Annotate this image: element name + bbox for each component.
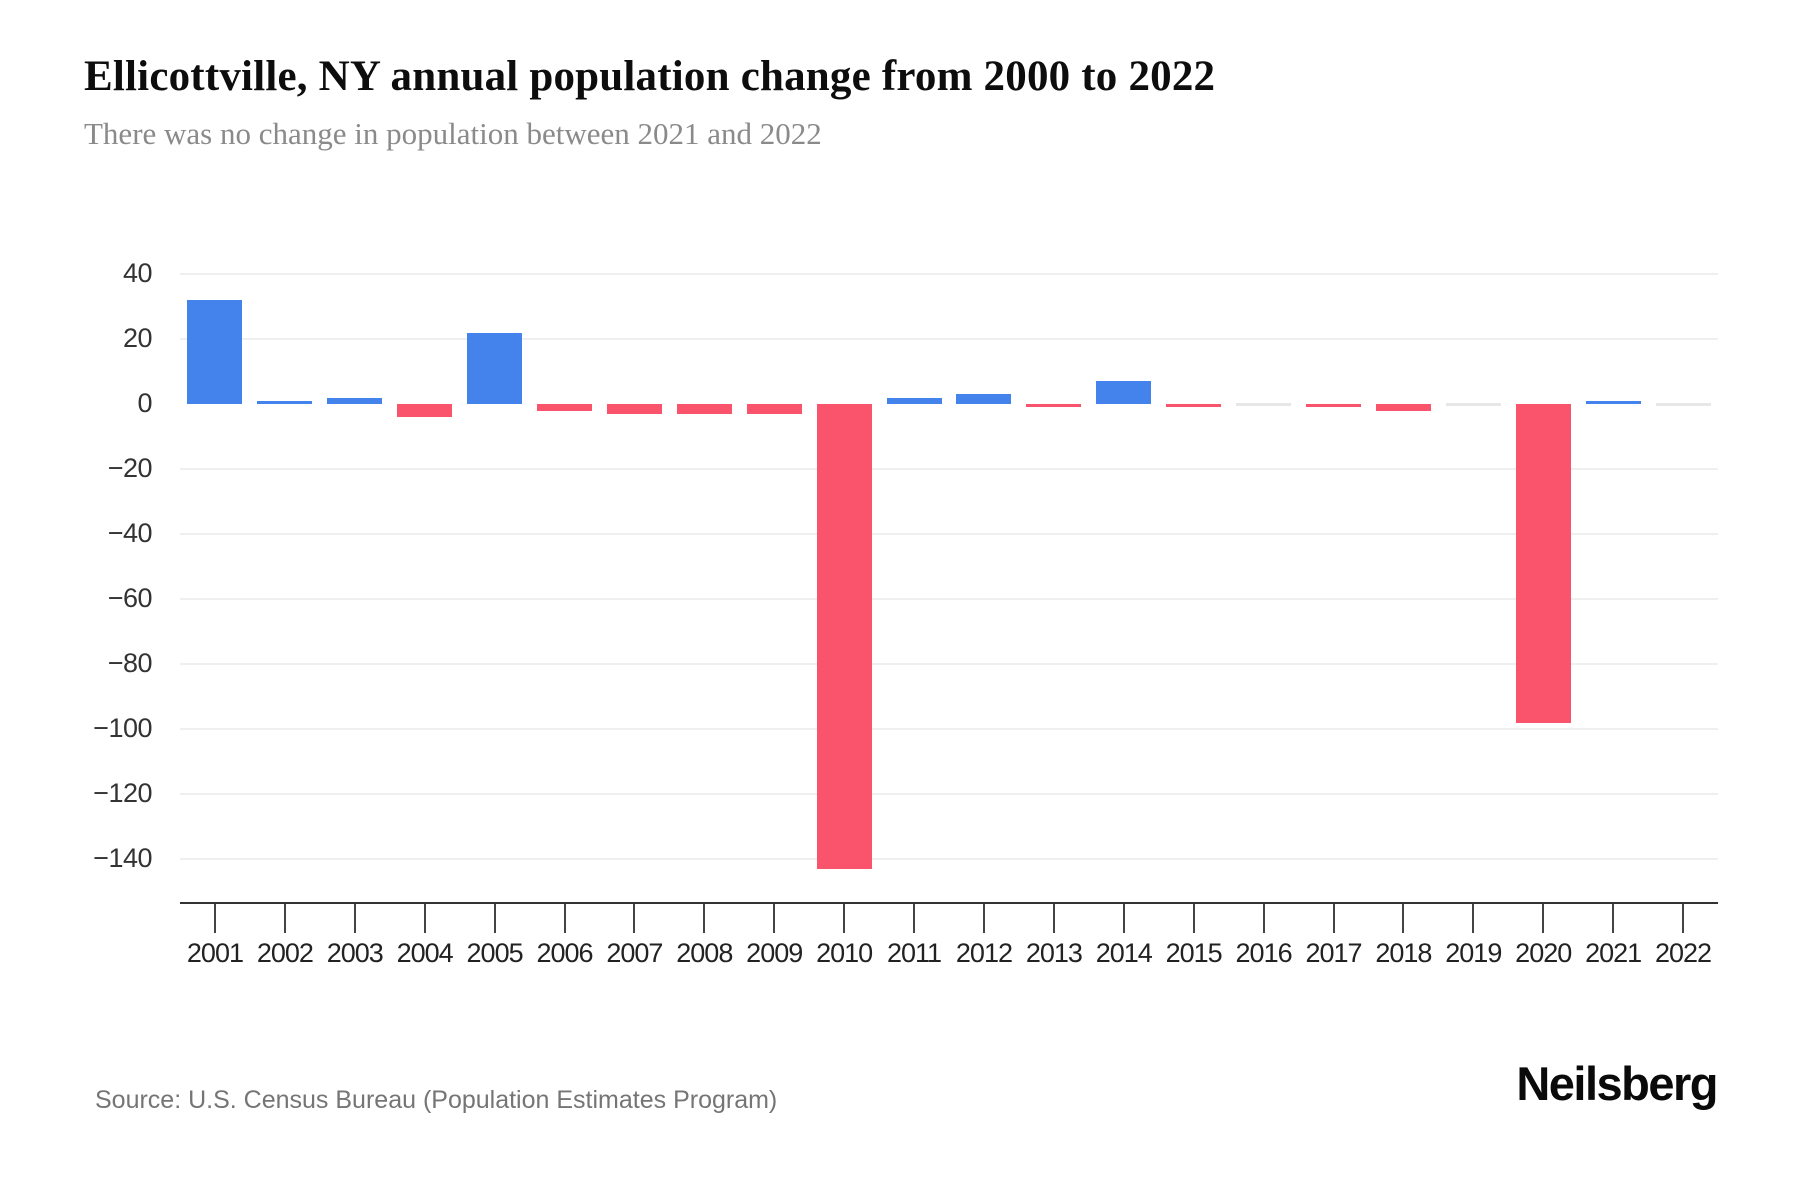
bar-2019[interactable] bbox=[1445, 402, 1501, 406]
y-axis-label--120: −120 bbox=[93, 778, 152, 808]
y-axis-label--100: −100 bbox=[93, 713, 152, 743]
x-axis-label-2014: 2014 bbox=[1095, 938, 1153, 968]
y-axis-label--80: −80 bbox=[107, 648, 153, 678]
x-axis-tick-2003 bbox=[353, 904, 356, 933]
x-axis-tick-2020 bbox=[1542, 904, 1545, 933]
y-axis-label-40: 40 bbox=[122, 258, 153, 288]
bar-2016[interactable] bbox=[1236, 402, 1292, 406]
x-axis-label-2013: 2013 bbox=[1025, 938, 1083, 968]
x-axis-tick-2004 bbox=[423, 904, 426, 933]
x-axis-label-2004: 2004 bbox=[396, 938, 454, 968]
bar-2022[interactable] bbox=[1655, 402, 1711, 406]
x-axis-tick-2001 bbox=[213, 904, 216, 933]
gridline-20 bbox=[180, 338, 1718, 340]
y-axis-label--20: −20 bbox=[107, 453, 153, 483]
x-axis-tick-2016 bbox=[1262, 904, 1265, 933]
x-axis-tick-2011 bbox=[913, 904, 916, 933]
x-axis-label-2001: 2001 bbox=[186, 938, 244, 968]
bar-2001[interactable] bbox=[187, 300, 243, 404]
x-axis-label-2002: 2002 bbox=[256, 938, 314, 968]
x-axis-label-2012: 2012 bbox=[955, 938, 1013, 968]
gridline--60 bbox=[180, 598, 1718, 600]
x-axis-tick-2012 bbox=[982, 904, 985, 933]
gridline--100 bbox=[180, 728, 1718, 730]
x-axis-label-2017: 2017 bbox=[1305, 938, 1362, 968]
bar-2015[interactable] bbox=[1166, 404, 1222, 408]
x-axis-label-2019: 2019 bbox=[1445, 938, 1502, 968]
x-axis-label-2015: 2015 bbox=[1165, 938, 1223, 968]
bar-2004[interactable] bbox=[397, 404, 453, 417]
x-axis-label-2022: 2022 bbox=[1654, 938, 1712, 968]
x-axis-tick-2019 bbox=[1472, 904, 1475, 933]
chart-title: Ellicottville, NY annual population chan… bbox=[84, 53, 1216, 100]
bar-2012[interactable] bbox=[956, 394, 1012, 404]
x-axis-label-2007: 2007 bbox=[606, 938, 663, 968]
bar-2017[interactable] bbox=[1306, 404, 1361, 408]
bar-2011[interactable] bbox=[886, 397, 942, 404]
bar-2014[interactable] bbox=[1096, 381, 1152, 404]
x-axis-tick-2007 bbox=[633, 904, 636, 933]
bar-2018[interactable] bbox=[1375, 404, 1431, 411]
bar-2013[interactable] bbox=[1026, 404, 1082, 408]
x-axis-tick-2008 bbox=[703, 904, 706, 933]
bar-2003[interactable] bbox=[327, 397, 383, 404]
x-axis-label-2009: 2009 bbox=[746, 938, 803, 968]
bar-2010[interactable] bbox=[816, 404, 872, 869]
gridline--120 bbox=[180, 793, 1718, 795]
x-axis-line bbox=[180, 902, 1718, 904]
chart-subtitle: There was no change in population betwee… bbox=[84, 116, 822, 151]
x-axis-label-2008: 2008 bbox=[676, 938, 733, 968]
x-axis-label-2016: 2016 bbox=[1235, 938, 1293, 968]
bar-2021[interactable] bbox=[1585, 400, 1641, 404]
brand-logo: Neilsberg bbox=[1516, 1057, 1718, 1110]
x-axis-tick-2022 bbox=[1682, 904, 1685, 933]
x-axis-tick-2005 bbox=[493, 904, 496, 933]
y-axis-label--40: −40 bbox=[107, 518, 153, 548]
x-axis-label-2006: 2006 bbox=[536, 938, 593, 968]
x-axis-label-2020: 2020 bbox=[1515, 938, 1572, 968]
x-axis-tick-2013 bbox=[1052, 904, 1055, 933]
source-note: Source: U.S. Census Bureau (Population E… bbox=[95, 1086, 778, 1114]
gridline--20 bbox=[180, 468, 1718, 470]
x-axis-label-2021: 2021 bbox=[1585, 938, 1642, 968]
y-axis-label-0: 0 bbox=[137, 388, 152, 418]
bar-2009[interactable] bbox=[746, 404, 802, 414]
x-axis-tick-2021 bbox=[1612, 904, 1615, 933]
x-axis-tick-2014 bbox=[1122, 904, 1125, 933]
x-axis-tick-2002 bbox=[283, 904, 286, 933]
x-axis-tick-2006 bbox=[563, 904, 566, 933]
gridline--40 bbox=[180, 533, 1718, 535]
y-axis-label--140: −140 bbox=[93, 843, 152, 873]
bar-2002[interactable] bbox=[257, 400, 313, 404]
y-axis-label-20: 20 bbox=[122, 323, 153, 353]
bar-2005[interactable] bbox=[467, 332, 523, 404]
y-axis-label--60: −60 bbox=[107, 583, 153, 613]
bar-chart-plot-area: 40 20 0 −20 −40 −60 −80 −100 −120 −140 2001 2002 200… bbox=[93, 258, 1718, 968]
x-axis-tick-2009 bbox=[773, 904, 776, 933]
x-axis-tick-2015 bbox=[1192, 904, 1195, 933]
x-axis-tick-2010 bbox=[843, 904, 846, 933]
gridline-40 bbox=[180, 273, 1718, 275]
x-axis-tick-2017 bbox=[1332, 904, 1335, 933]
bar-2006[interactable] bbox=[537, 404, 592, 411]
x-axis-label-2011: 2011 bbox=[887, 938, 942, 968]
x-axis-label-2005: 2005 bbox=[466, 938, 524, 968]
bar-2008[interactable] bbox=[676, 404, 732, 414]
bar-2007[interactable] bbox=[606, 404, 662, 414]
gridline--80 bbox=[180, 663, 1718, 665]
bar-2020[interactable] bbox=[1515, 404, 1571, 723]
x-axis-tick-2018 bbox=[1402, 904, 1405, 933]
gridline--140 bbox=[180, 858, 1718, 860]
x-axis-label-2018: 2018 bbox=[1375, 938, 1432, 968]
x-axis-label-2010: 2010 bbox=[816, 938, 873, 968]
x-axis-label-2003: 2003 bbox=[326, 938, 384, 968]
